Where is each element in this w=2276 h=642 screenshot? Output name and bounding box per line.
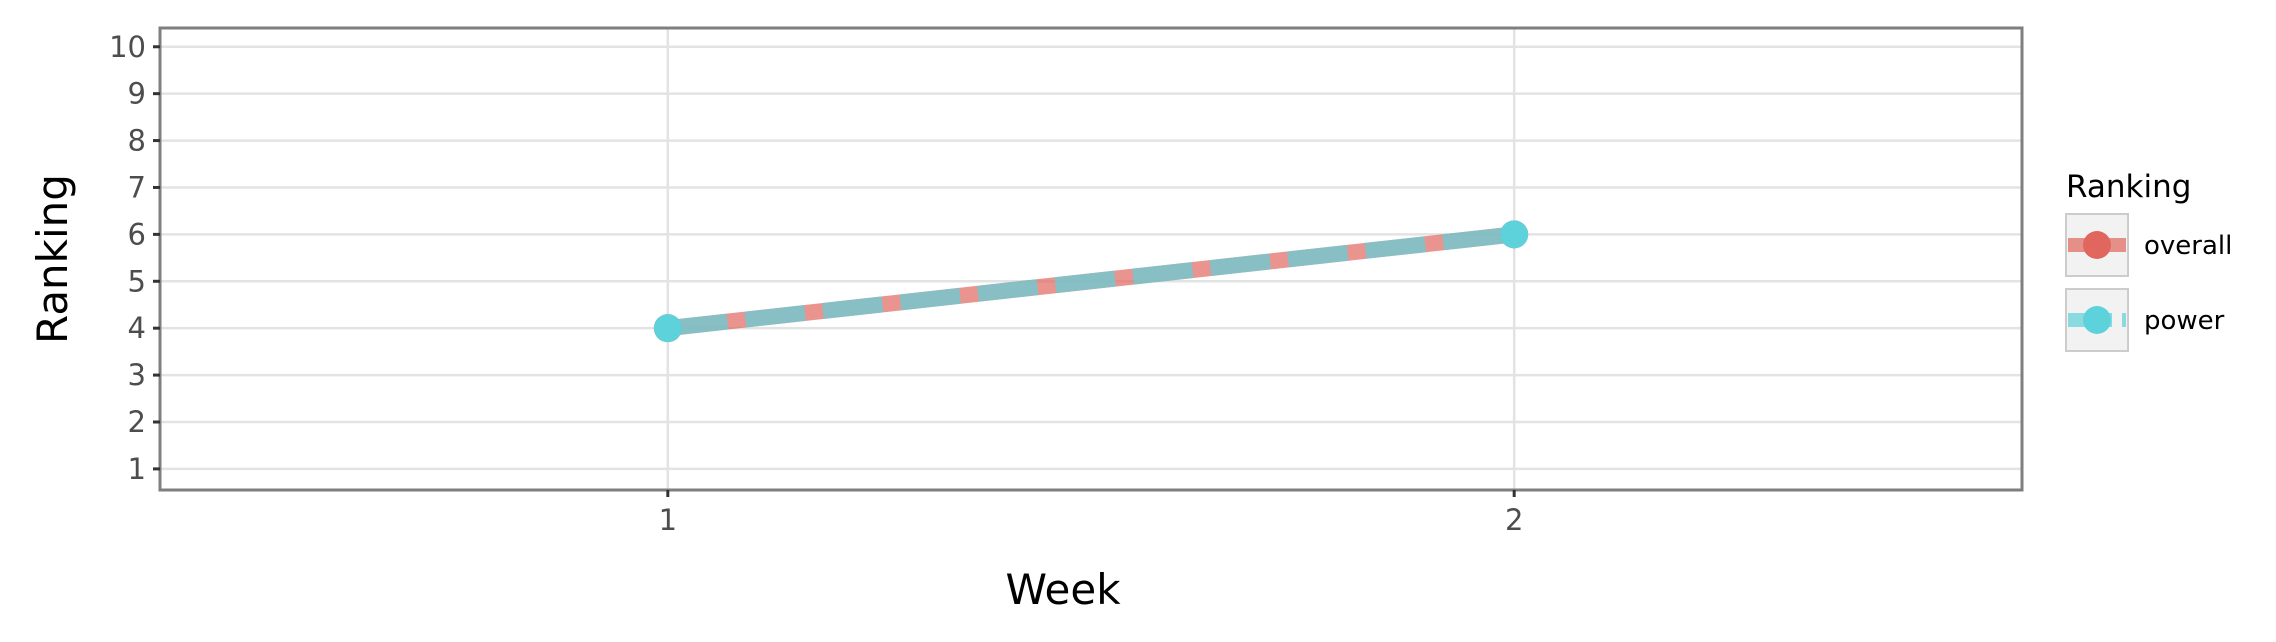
- legend-label-power: power: [2144, 306, 2225, 336]
- x-axis-title: Week: [1005, 565, 1121, 614]
- y-tick-label: 9: [128, 77, 146, 111]
- y-tick-label: 1: [128, 452, 146, 486]
- y-axis: 1 2 3 4 5 6 7 8 9 10: [109, 30, 160, 486]
- series-line-power: [666, 226, 1516, 337]
- y-tick-label: 3: [128, 358, 146, 392]
- x-tick-label: 2: [1505, 503, 1523, 537]
- legend-marker-power: [2083, 306, 2111, 334]
- y-axis-title: Ranking: [28, 174, 77, 344]
- legend-title: Ranking: [2066, 169, 2191, 205]
- y-tick-label: 5: [128, 264, 146, 298]
- legend-label-overall: overall: [2144, 231, 2232, 261]
- legend: Ranking overall power: [2065, 169, 2232, 352]
- y-tick-label: 7: [128, 170, 146, 204]
- plot-background: [160, 28, 2022, 490]
- plot-border: [158, 26, 2024, 492]
- y-tick-label: 10: [109, 30, 146, 64]
- series-point-power: [1500, 220, 1529, 249]
- x-tick-label: 1: [659, 503, 677, 537]
- y-tick-label: 2: [128, 405, 146, 439]
- series-point-power: [653, 314, 682, 343]
- y-tick-label: 8: [128, 124, 146, 158]
- y-tick-label: 6: [128, 217, 146, 251]
- y-tick-label: 4: [128, 311, 146, 345]
- legend-marker-overall: [2083, 231, 2111, 259]
- series-layer: [653, 220, 1529, 343]
